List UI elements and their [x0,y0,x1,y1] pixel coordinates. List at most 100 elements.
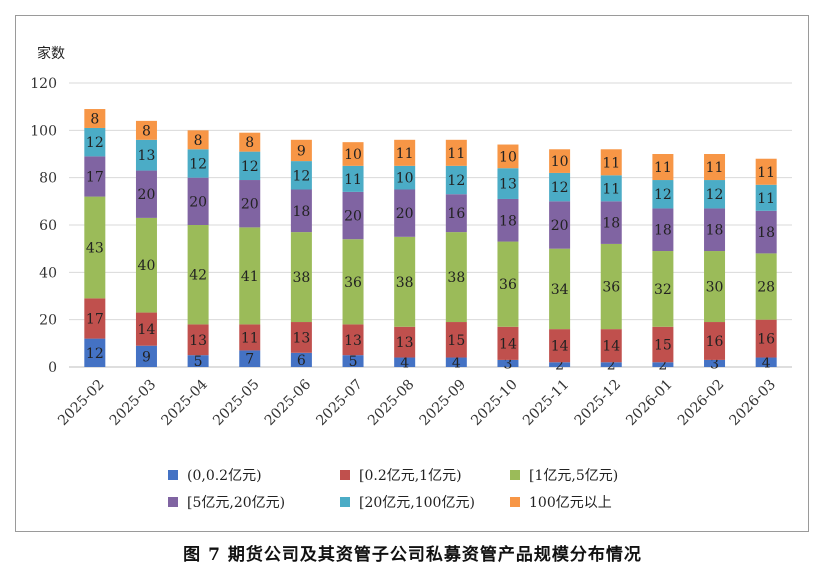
legend-label: [0.2亿元,1亿元) [359,468,462,484]
legend-item: (0,0.2亿元) [168,465,262,485]
data-label: 15 [654,338,672,354]
data-label: 38 [396,275,414,291]
data-label: 11 [757,165,775,181]
bar-segment [445,194,467,233]
legend-label: 100亿元以上 [529,495,612,511]
bar-segment [187,177,209,225]
data-label: 5 [194,354,203,370]
bar-segment [549,248,571,330]
data-label: 14 [499,336,517,352]
data-label: 12 [292,168,310,184]
legend-swatch [510,497,520,507]
bar-segment [445,322,467,358]
bar-segment [187,149,209,178]
x-tick-label: 2025-12 [572,377,624,429]
x-tick-label: 2026-01 [623,377,675,429]
bar-segment [549,329,571,363]
data-label: 40 [138,258,156,274]
bar-segment [84,298,106,339]
data-label: 16 [447,206,465,222]
legend-swatch [340,497,350,507]
data-label: 12 [447,173,465,189]
data-label: 12 [706,187,724,203]
bar-segment [290,161,312,190]
data-label: 8 [245,135,254,151]
bar-segment [652,326,674,363]
data-label: 8 [194,133,203,149]
bar-segment [549,201,571,249]
bar-segment [755,253,777,320]
data-label: 13 [189,333,207,349]
y-tick-label: 100 [30,123,57,139]
bar-segment [84,338,106,367]
bar-segment [704,154,726,181]
data-label: 20 [138,187,156,203]
x-tick-label: 2025-06 [262,376,315,429]
data-label: 10 [344,147,362,163]
bar-segment [135,170,157,218]
data-label: 11 [241,330,259,346]
bar-segment [394,357,416,367]
bar-segment [342,239,364,325]
bar-segment [497,168,519,199]
data-label: 9 [297,143,306,159]
data-label: 17 [86,169,104,185]
bar-segment [187,225,209,325]
data-label: 18 [757,225,775,241]
x-tick-label: 2025-03 [107,377,159,429]
bar-segment [445,232,467,323]
data-label: 16 [757,332,775,348]
bar-segment [600,243,622,330]
data-label: 18 [706,223,724,239]
data-label: 10 [551,154,569,170]
x-tick-label: 2026-03 [727,377,779,429]
y-tick-label: 40 [39,265,57,281]
y-tick-label: 60 [39,218,57,234]
bar-segment [704,251,726,323]
data-label: 9 [142,349,151,365]
bar-segment [84,109,106,128]
bar-segment [84,156,106,197]
bar-segment [239,151,261,181]
bar-segment [342,165,364,192]
data-label: 11 [396,146,414,162]
y-tick-label: 0 [48,360,57,376]
data-label: 41 [241,269,259,285]
bar-segment [497,198,519,242]
data-label: 16 [706,334,724,350]
data-label: 18 [499,213,517,229]
bar-segment [394,236,416,327]
bar-segment [239,324,261,351]
x-tick-label: 2025-10 [468,377,520,429]
data-label: 6 [297,353,306,369]
x-tick-label: 2025-07 [313,377,365,429]
data-label: 13 [396,335,414,351]
bar-segment [135,139,157,171]
bar-segment [84,127,106,157]
bar-segment [600,329,622,363]
bar-segment [290,232,312,323]
bar-segment [290,322,312,353]
data-label: 20 [344,209,362,225]
bars: 1217431712891440201385134220128711412012… [84,109,777,374]
data-label: 18 [654,223,672,239]
data-label: 30 [706,280,724,296]
x-tick-label: 2025-05 [210,377,262,429]
data-label: 12 [551,180,569,196]
bar-segment [445,357,467,367]
data-label: 36 [499,277,517,293]
bar-segment [549,149,571,173]
data-label: 28 [757,280,775,296]
bar-segment [600,175,622,202]
bar-segment [704,322,726,360]
data-label: 12 [654,187,672,203]
data-label: 18 [292,204,310,220]
data-label: 11 [447,146,465,162]
bar-segment [239,227,261,325]
bar-segment [135,312,157,346]
data-label: 8 [142,123,151,139]
bar-segment [342,142,364,166]
bar-segment [394,189,416,237]
bar-segment [704,359,726,367]
x-tick-labels: 2025-02 2025-03 2025-04 2025-05 2025-06 2025-… [55,376,779,429]
